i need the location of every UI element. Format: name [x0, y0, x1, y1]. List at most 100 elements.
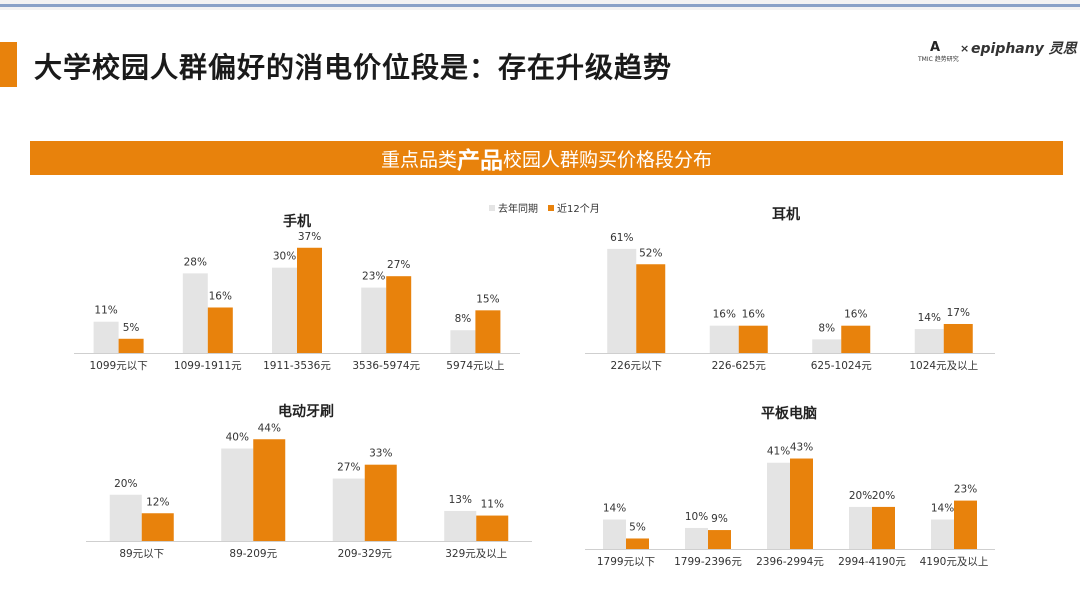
toothbrush-tick-label-1: 89-209元 [229, 548, 277, 560]
banner-suffix: 校园人群购买价格段分布 [503, 148, 713, 171]
earphone-chart: 耳机 61% 52% 226元以下 16% 16% 226-625元 8% 16% 625-102… [585, 206, 995, 372]
phone-chart: 手机 11% 5% 1099元以下 28% 16% 1099-1911元 30%37% 1911… [74, 213, 520, 372]
earphone-value-label-prior-1: 16% [713, 309, 736, 321]
phone-bar-prior-4 [450, 330, 476, 353]
page-title: 大学校园人群偏好的消电价位段是：存在升级趋势 [34, 51, 673, 84]
tablet-tick-label-3: 2994-4190元 [838, 556, 906, 568]
tablet-bar-prior-0 [603, 519, 626, 549]
tablet-value-label-prior-3: 20% [849, 490, 872, 502]
tmic-logo-mark: A [930, 40, 941, 55]
phone-value-label-recent-0: 5% [123, 322, 140, 334]
legend-swatch-recent [548, 204, 554, 211]
toothbrush-chart: 电动牙刷 20% 12% 89元以下 40% 44% 89-209元 27% 33% 209-32… [86, 403, 532, 560]
earphone-tick-label-0: 226元以下 [610, 360, 662, 372]
phone-tick-label-2: 1911-3536元 [263, 360, 331, 372]
brand-logo: A TMIC 趋势研究 × epiphany 灵思 [918, 38, 1077, 68]
phone-bar-prior-1 [182, 273, 208, 353]
phone-bar-recent-3 [386, 276, 412, 353]
tablet-tick-label-4: 4190元及以上 [920, 556, 989, 568]
phone-bar-prior-3 [361, 287, 387, 353]
earphone-title: 耳机 [772, 206, 800, 223]
earphone-value-label-prior-0: 61% [610, 232, 633, 244]
toothbrush-value-label-prior-0: 20% [114, 478, 137, 490]
toothbrush-value-label-recent-2: 33% [369, 448, 392, 460]
legend-label-recent: 近12个月 [557, 204, 600, 215]
toothbrush-tick-label-2: 209-329元 [338, 548, 393, 560]
top-rule [0, 0, 1080, 10]
chart-legend: 去年同期 近12个月 [489, 200, 600, 215]
phone-tick-label-4: 5974元以上 [446, 360, 504, 372]
toothbrush-value-label-recent-1: 44% [258, 422, 281, 434]
phone-value-label-prior-0: 11% [94, 305, 117, 317]
tablet-bar-prior-4 [931, 519, 954, 549]
earphone-value-label-prior-3: 14% [918, 312, 941, 324]
earphone-tick-label-2: 625-1024元 [811, 360, 873, 372]
toothbrush-bar-recent-0 [141, 513, 174, 541]
earphone-value-label-recent-2: 16% [844, 309, 867, 321]
tablet-title: 平板电脑 [761, 405, 817, 422]
earphone-bar-prior-3 [914, 329, 944, 353]
tablet-value-label-recent-2: 43% [790, 442, 813, 454]
toothbrush-value-label-prior-2: 27% [337, 462, 360, 474]
earphone-bar-recent-2 [841, 325, 871, 353]
section-banner: 重点品类 产品 校园人群购买价格段分布 [30, 141, 1063, 175]
phone-value-label-recent-3: 27% [387, 259, 410, 271]
earphone-bar-recent-0 [636, 264, 666, 353]
phone-tick-label-1: 1099-1911元 [174, 360, 242, 372]
legend-swatch-prior [489, 204, 495, 211]
earphone-value-label-recent-3: 17% [947, 307, 970, 319]
tablet-bar-recent-0 [626, 538, 649, 549]
phone-value-label-prior-1: 28% [184, 256, 207, 268]
phone-bar-recent-1 [207, 307, 233, 353]
toothbrush-title: 电动牙刷 [278, 403, 334, 420]
tablet-value-label-recent-0: 5% [629, 521, 646, 533]
phone-bar-recent-0 [118, 338, 144, 353]
tablet-value-label-prior-4: 14% [931, 503, 954, 515]
tablet-tick-label-1: 1799-2396元 [674, 556, 742, 568]
tablet-bar-recent-1 [708, 530, 731, 549]
phone-bar-recent-2 [297, 247, 322, 353]
toothbrush-value-label-recent-3: 11% [481, 499, 504, 511]
phone-value-label-recent-1: 16% [209, 290, 232, 302]
tablet-value-label-prior-1: 10% [685, 511, 708, 523]
toothbrush-bar-prior-0 [109, 494, 142, 541]
phone-bar-recent-4 [475, 310, 501, 353]
title-accent-bar [0, 42, 17, 87]
toothbrush-bar-prior-3 [444, 510, 477, 541]
legend-item-prior: 去年同期 [489, 200, 538, 215]
logo-separator: × [960, 42, 970, 55]
earphone-bar-prior-0 [607, 248, 637, 353]
tablet-value-label-prior-2: 41% [767, 446, 790, 458]
legend-item-recent: 近12个月 [548, 200, 600, 215]
toothbrush-bar-recent-1 [253, 439, 286, 541]
toothbrush-value-label-recent-0: 12% [146, 496, 169, 508]
earphone-tick-label-3: 1024元及以上 [909, 360, 978, 372]
tablet-bar-recent-3 [872, 506, 895, 549]
tablet-value-label-recent-4: 23% [954, 484, 977, 496]
toothbrush-tick-label-3: 329元及以上 [445, 548, 507, 560]
toothbrush-tick-label-0: 89元以下 [119, 548, 164, 560]
phone-bar-prior-0 [93, 321, 119, 353]
phone-value-label-prior-2: 30% [273, 251, 296, 263]
toothbrush-bar-prior-1 [221, 448, 254, 541]
tablet-bar-recent-4 [954, 500, 977, 549]
phone-bar-prior-2 [272, 267, 297, 353]
toothbrush-bar-recent-3 [476, 515, 509, 541]
tablet-value-label-prior-0: 14% [603, 503, 626, 515]
earphone-value-label-recent-0: 52% [639, 247, 662, 259]
earphone-value-label-recent-1: 16% [742, 309, 765, 321]
phone-title: 手机 [283, 213, 311, 230]
banner-emphasis: 产品 [457, 148, 503, 174]
banner-prefix: 重点品类 [380, 148, 457, 171]
tablet-value-label-recent-3: 20% [872, 490, 895, 502]
phone-value-label-prior-3: 23% [362, 271, 385, 283]
tablet-bar-prior-3 [849, 506, 872, 549]
earphone-tick-label-1: 226-625元 [712, 360, 767, 372]
phone-tick-label-0: 1099元以下 [89, 360, 147, 372]
toothbrush-value-label-prior-3: 13% [449, 494, 472, 506]
toothbrush-bar-recent-2 [364, 464, 397, 541]
tablet-value-label-recent-1: 9% [711, 513, 728, 525]
earphone-bar-prior-1 [709, 325, 739, 353]
